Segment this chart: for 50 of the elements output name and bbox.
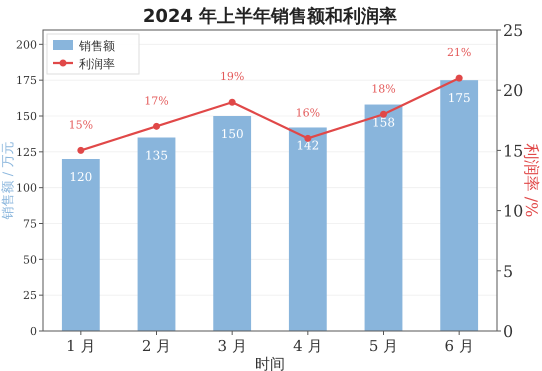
y-tick-label: 175 xyxy=(16,74,37,88)
y-tick-label: 75 xyxy=(23,218,37,230)
point xyxy=(77,146,84,154)
bar xyxy=(288,127,327,331)
bar xyxy=(213,116,252,331)
legend-label: 销售额 xyxy=(78,39,115,53)
y-tick-label: 100 xyxy=(16,182,37,195)
data-label: 16% xyxy=(296,106,320,120)
y-tick-label: 150 xyxy=(16,110,37,123)
y-tick-label: 200 xyxy=(16,38,37,52)
point xyxy=(380,110,387,118)
data-label: 15% xyxy=(68,118,94,132)
data-label: 17% xyxy=(144,94,169,108)
point xyxy=(456,74,463,82)
y2-tick-label: 15 xyxy=(503,141,524,160)
bar xyxy=(138,138,176,331)
y2-tick-label: 0 xyxy=(503,322,514,341)
point xyxy=(228,98,236,106)
bar xyxy=(440,80,478,331)
y-tick-label: 50 xyxy=(23,253,37,266)
data-label: 150 xyxy=(220,127,244,141)
y2-tick-label: 10 xyxy=(503,202,524,221)
y-tick-label: 0 xyxy=(30,325,37,338)
x-tick-label: 3 月 xyxy=(218,337,247,355)
y2-tick-label: 5 xyxy=(503,262,514,281)
data-label: 18% xyxy=(371,82,396,96)
x-tick-label: 6 月 xyxy=(444,337,474,355)
data-label: 19% xyxy=(220,70,244,84)
bar xyxy=(62,159,100,331)
data-label: 21% xyxy=(446,46,472,60)
bar xyxy=(364,104,402,331)
y2-tick-label: 25 xyxy=(503,21,524,40)
x-tick-label: 5 月 xyxy=(368,337,398,355)
x-tick-label: 1 月 xyxy=(66,337,96,355)
data-label: 142 xyxy=(296,138,320,152)
x-tick-label: 2 月 xyxy=(142,337,172,355)
y-axis-title: 销售额 / 万元 xyxy=(1,142,16,220)
data-label: 135 xyxy=(145,148,168,162)
y-tick-label: 25 xyxy=(23,289,37,302)
legend-label: 利润率 xyxy=(79,57,115,71)
chart-title: 2024 年上半年销售额和利润率 xyxy=(142,6,398,27)
y2-axis-title: 利润率 /% xyxy=(522,144,541,218)
y-tick-label: 125 xyxy=(16,146,37,159)
point xyxy=(153,122,160,130)
data-label: 175 xyxy=(448,91,471,106)
x-tick-label: 4 月 xyxy=(293,337,322,355)
x-axis-title: 时间 xyxy=(255,355,285,371)
y2-tick-label: 20 xyxy=(503,81,524,100)
data-label: 120 xyxy=(69,170,92,184)
data-label: 158 xyxy=(372,116,395,130)
